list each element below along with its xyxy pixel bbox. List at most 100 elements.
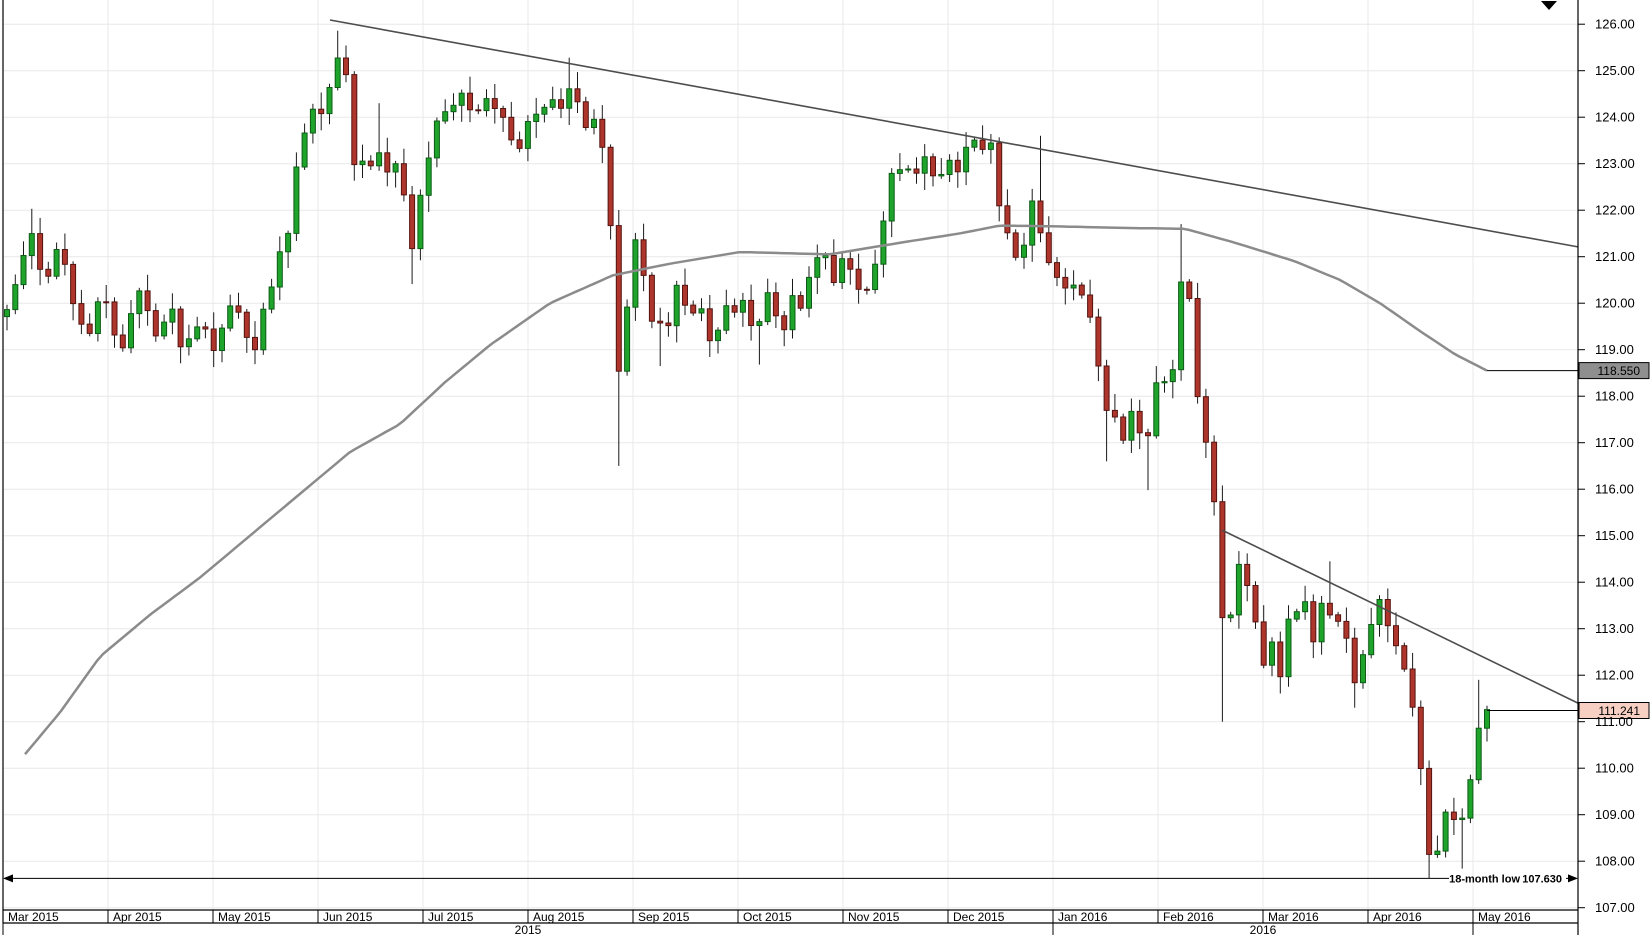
month-label[interactable]: Mar 2016 bbox=[1268, 910, 1319, 924]
month-label[interactable]: Aug 2015 bbox=[533, 910, 585, 924]
candle[interactable] bbox=[764, 278, 771, 326]
candle[interactable] bbox=[450, 93, 457, 121]
month-label[interactable]: May 2016 bbox=[1478, 910, 1531, 924]
candle[interactable] bbox=[276, 236, 283, 301]
candle[interactable] bbox=[202, 322, 209, 339]
candle[interactable] bbox=[1235, 551, 1242, 629]
candle[interactable] bbox=[979, 125, 986, 155]
candle[interactable] bbox=[640, 223, 647, 292]
candle[interactable] bbox=[1368, 607, 1375, 659]
candle[interactable] bbox=[1062, 268, 1069, 305]
candle[interactable] bbox=[1384, 588, 1391, 643]
candle[interactable] bbox=[384, 137, 391, 187]
month-label[interactable]: Dec 2015 bbox=[953, 910, 1005, 924]
candle[interactable] bbox=[293, 152, 300, 241]
candle[interactable] bbox=[433, 117, 440, 168]
candle[interactable] bbox=[872, 249, 879, 294]
candle[interactable] bbox=[682, 268, 688, 316]
candle[interactable] bbox=[78, 289, 85, 335]
candle[interactable] bbox=[1186, 279, 1193, 302]
candle[interactable] bbox=[136, 287, 143, 329]
candle[interactable] bbox=[458, 89, 465, 122]
candle[interactable] bbox=[971, 137, 978, 152]
candle[interactable] bbox=[351, 71, 358, 181]
candle[interactable] bbox=[946, 154, 953, 182]
candle[interactable] bbox=[1227, 611, 1234, 623]
candle[interactable] bbox=[1045, 216, 1052, 266]
candle[interactable] bbox=[177, 306, 184, 364]
scroll-up-triangle-icon[interactable] bbox=[1541, 1, 1557, 10]
candle[interactable] bbox=[1351, 627, 1358, 708]
candle[interactable] bbox=[359, 144, 366, 178]
candle[interactable] bbox=[1012, 229, 1019, 261]
candle[interactable] bbox=[863, 286, 870, 295]
candle[interactable] bbox=[1401, 642, 1408, 672]
month-label[interactable]: May 2015 bbox=[218, 910, 271, 924]
candle[interactable] bbox=[1004, 189, 1011, 240]
candle[interactable] bbox=[1070, 270, 1077, 301]
candle[interactable] bbox=[1087, 279, 1094, 323]
candle[interactable] bbox=[1095, 308, 1102, 382]
candle[interactable] bbox=[467, 76, 473, 123]
candle[interactable] bbox=[657, 307, 664, 366]
candle[interactable] bbox=[806, 266, 812, 318]
candle[interactable] bbox=[1343, 607, 1350, 653]
candle[interactable] bbox=[1326, 561, 1333, 619]
candle[interactable] bbox=[1293, 608, 1300, 622]
candle[interactable] bbox=[1194, 282, 1201, 404]
candle[interactable] bbox=[1335, 611, 1342, 627]
candle[interactable] bbox=[1211, 435, 1218, 516]
candle[interactable] bbox=[400, 148, 407, 202]
candle[interactable] bbox=[930, 153, 936, 187]
candle[interactable] bbox=[855, 253, 862, 304]
candle[interactable] bbox=[1037, 135, 1044, 243]
trendline-1[interactable] bbox=[329, 19, 1579, 248]
candle[interactable] bbox=[1136, 399, 1143, 450]
candle[interactable] bbox=[1376, 595, 1383, 637]
candle[interactable] bbox=[409, 186, 416, 285]
candle[interactable] bbox=[28, 208, 35, 270]
candle[interactable] bbox=[86, 313, 93, 337]
candle[interactable] bbox=[706, 295, 713, 357]
candle[interactable] bbox=[185, 324, 192, 356]
month-label[interactable]: Oct 2015 bbox=[743, 910, 792, 924]
candle[interactable] bbox=[144, 274, 151, 326]
candle[interactable] bbox=[558, 88, 564, 119]
candle[interactable] bbox=[1128, 398, 1135, 454]
trendline-2[interactable] bbox=[1221, 529, 1579, 704]
candle[interactable] bbox=[566, 57, 573, 125]
candle[interactable] bbox=[219, 324, 225, 363]
candlestick-series[interactable] bbox=[4, 30, 1490, 879]
candle[interactable] bbox=[70, 261, 77, 321]
candle[interactable] bbox=[301, 123, 308, 170]
month-label[interactable]: Jun 2015 bbox=[323, 910, 373, 924]
candle[interactable] bbox=[1054, 257, 1060, 287]
candle[interactable] bbox=[665, 312, 672, 337]
candle[interactable] bbox=[648, 272, 655, 329]
candle[interactable] bbox=[285, 230, 292, 268]
candle[interactable] bbox=[252, 321, 258, 365]
candle[interactable] bbox=[739, 292, 746, 327]
candle[interactable] bbox=[1426, 760, 1433, 879]
candle[interactable] bbox=[260, 302, 267, 355]
candle[interactable] bbox=[1120, 413, 1127, 444]
candle[interactable] bbox=[533, 97, 540, 138]
candle[interactable] bbox=[103, 285, 110, 319]
month-label[interactable]: Mar 2015 bbox=[8, 910, 59, 924]
candle[interactable] bbox=[1360, 650, 1366, 689]
candle[interactable] bbox=[599, 105, 606, 164]
candle[interactable] bbox=[12, 274, 19, 315]
candle[interactable] bbox=[1434, 835, 1441, 858]
candle[interactable] bbox=[1153, 366, 1160, 439]
candle[interactable] bbox=[343, 45, 349, 83]
candle[interactable] bbox=[425, 141, 432, 212]
candle[interactable] bbox=[4, 304, 10, 331]
candle[interactable] bbox=[128, 300, 134, 354]
candle[interactable] bbox=[326, 83, 333, 125]
candle[interactable] bbox=[731, 298, 738, 318]
candle[interactable] bbox=[1484, 705, 1490, 742]
candle[interactable] bbox=[814, 244, 821, 295]
candle[interactable] bbox=[1145, 428, 1151, 491]
candle[interactable] bbox=[210, 312, 217, 368]
